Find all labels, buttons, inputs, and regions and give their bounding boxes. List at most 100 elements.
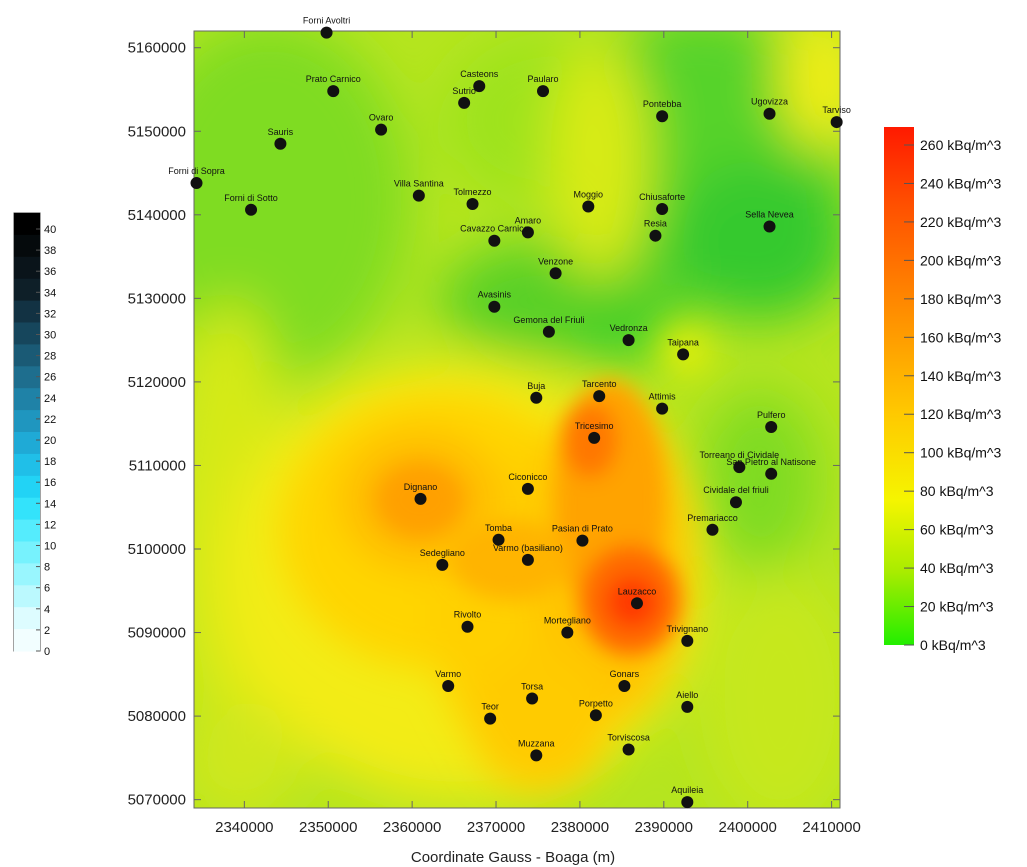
city-label: Tomba [485,523,512,533]
left-scale-block [14,497,40,521]
city-label: Vedronza [610,323,648,333]
city-label: Buja [527,381,545,391]
map-city-labels: Forni Avoltri Prato Carnico Casteons Paular… [168,16,851,809]
city-marker [537,85,550,98]
left-scale-label: 12 [44,519,56,531]
left-scale-label: 30 [44,330,56,342]
city-marker [706,523,719,536]
y-axis-tick-label: 5090000 [128,625,186,642]
city-marker [327,85,340,98]
city-label: San Pietro al Natisone [726,457,816,467]
y-axis-tick-label: 5110000 [129,457,186,474]
city-label: Ugovizza [751,97,788,107]
city-marker [681,796,694,809]
left-scale-block [14,629,40,652]
city-marker [582,200,595,213]
right-scale-label: 20 kBq/m^3 [920,599,994,615]
city-label: Premariacco [687,513,738,523]
city-label: Muzzana [518,738,555,748]
city-label: Paularo [527,74,558,84]
city-marker [436,558,449,571]
y-axis-tick-label: 5130000 [128,290,186,307]
city-label: Attimis [649,392,677,402]
city-label: Forni di Sopra [168,166,225,176]
left-scale-label: 26 [44,372,56,384]
city-marker [375,123,388,136]
city-label: Taipana [667,337,699,347]
left-scale-block [14,453,40,477]
city-marker [576,534,589,547]
city-marker [521,553,534,566]
left-scale-label: 38 [44,245,56,257]
left-scale-block [14,432,40,455]
city-label: Gemona del Friuli [513,315,584,325]
right-scale-label: 260 kBq/m^3 [920,137,1001,153]
city-label: Amaro [515,215,542,225]
right-scale-label: 200 kBq/m^3 [920,252,1001,268]
city-label: Chiusaforte [639,192,685,202]
city-label: Venzone [538,256,573,266]
city-label: Sella Nevea [745,210,794,220]
city-label: Porpetto [579,698,613,708]
city-marker [681,634,694,647]
city-marker [530,391,543,404]
left-scale-block [14,278,40,302]
left-scale-label: 2 [44,625,50,637]
city-marker [521,482,534,495]
city-label: Forni di Sotto [224,193,278,203]
x-axis-tick-label: 2390000 [635,819,693,836]
x-axis-tick-label: 2370000 [467,819,525,836]
city-label: Tarviso [822,105,851,115]
y-axis-tick-label: 5070000 [128,792,186,809]
city-marker [461,620,474,633]
city-label: Torviscosa [607,733,650,743]
y-axis: 5160000 5150000 5140000 5130000 5120000 51100… [128,40,840,809]
city-label: Torsa [521,682,543,692]
left-scale-label: 4 [44,604,50,616]
x-axis-tick-label: 2400000 [719,819,777,836]
city-marker [677,348,690,361]
city-marker [561,626,574,639]
city-label: Tolmezzo [454,187,492,197]
city-label: Cividale del friuli [703,485,769,495]
city-marker [830,116,843,129]
left-scale-label: 40 [44,224,56,236]
right-scale-label: 60 kBq/m^3 [920,522,994,538]
city-marker [618,680,631,693]
y-axis-tick-label: 5140000 [128,207,186,224]
city-marker [630,597,643,610]
city-marker [492,533,505,546]
y-axis-tick-label: 5100000 [128,541,186,558]
city-label: Prato Carnico [306,74,361,84]
x-axis-tick-label: 2380000 [551,819,609,836]
x-axis-tick-label: 2350000 [299,819,357,836]
city-marker [765,421,778,434]
city-label: Rivolto [454,610,482,620]
city-label: Gonars [610,669,640,679]
city-marker [466,197,479,210]
city-marker [442,680,455,693]
map-plot-area [194,31,840,808]
city-marker [521,226,534,239]
city-marker [729,496,742,509]
city-marker [245,203,258,216]
left-scale-block [14,563,40,586]
city-label: Torreano di Cividale [700,450,780,460]
left-scale-block [14,475,40,499]
right-scale-label: 160 kBq/m^3 [920,329,1001,345]
city-marker [473,80,486,93]
city-label: Lauzacco [618,586,657,596]
x-axis-tick-label: 2340000 [215,819,273,836]
city-marker [526,692,539,705]
right-scale-label: 180 kBq/m^3 [920,291,1001,307]
city-label: Dignano [404,482,438,492]
city-label: Teor [481,702,499,712]
city-marker [656,110,669,123]
city-label: Resia [644,219,667,229]
city-marker [733,461,746,474]
right-color-scale-bar [884,127,914,645]
city-label: Aiello [676,690,698,700]
city-marker [488,234,501,247]
city-marker [681,700,694,713]
